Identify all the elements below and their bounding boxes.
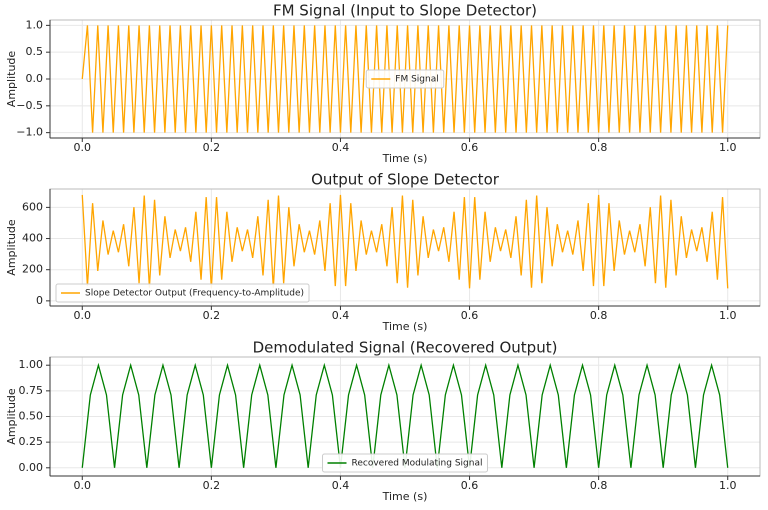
legend: Recovered Modulating Signal — [322, 453, 488, 473]
chart-title: FM Signal (Input to Slope Detector) — [273, 2, 537, 20]
x-tick-label: 0.6 — [461, 309, 479, 322]
y-tick-label: 1.0 — [26, 18, 44, 31]
x-tick-label: 0.2 — [203, 479, 221, 492]
y-tick-label: 400 — [22, 232, 43, 245]
x-tick-label: 0.6 — [461, 141, 479, 154]
chart-title: Output of Slope Detector — [311, 171, 500, 189]
chart-title: Demodulated Signal (Recovered Output) — [253, 339, 558, 357]
y-axis-label: Amplitude — [5, 388, 18, 445]
y-tick-label: 1.00 — [19, 358, 44, 371]
legend-box — [365, 69, 445, 89]
legend: FM Signal — [365, 69, 445, 89]
legend-label: Recovered Modulating Signal — [352, 459, 483, 469]
x-tick-label: 0.8 — [590, 479, 608, 492]
x-tick-label: 1.0 — [719, 309, 737, 322]
x-axis-label: Time (s) — [382, 152, 428, 165]
x-tick-label: 0.2 — [203, 309, 221, 322]
y-axis-label: Amplitude — [5, 219, 18, 276]
legend-label: FM Signal — [395, 75, 438, 85]
legend-label: Slope Detector Output (Frequency-to-Ampl… — [85, 289, 304, 299]
x-tick-label: 0.4 — [332, 309, 350, 322]
y-tick-label: 0.5 — [26, 45, 44, 58]
legend-box — [55, 283, 310, 303]
y-tick-label: 600 — [22, 200, 43, 213]
y-tick-label: −1.0 — [16, 126, 43, 139]
x-tick-label: 0.0 — [74, 479, 92, 492]
y-tick-label: −0.5 — [16, 99, 43, 112]
x-tick-label: 1.0 — [719, 479, 737, 492]
x-axis-label: Time (s) — [382, 320, 428, 333]
y-tick-label: 0 — [36, 294, 43, 307]
x-tick-label: 0.2 — [203, 141, 221, 154]
line — [81, 194, 729, 289]
y-tick-label: 0.75 — [19, 384, 44, 397]
x-axis-label: Time (s) — [382, 490, 428, 503]
x-tick-label: 1.0 — [719, 141, 737, 154]
y-tick-label: 0.50 — [19, 410, 44, 423]
x-tick-label: 0.8 — [590, 309, 608, 322]
x-tick-label: 0.4 — [332, 141, 350, 154]
x-tick-label: 0.4 — [332, 479, 350, 492]
x-tick-label: 0.0 — [74, 309, 92, 322]
y-axis-label: Amplitude — [5, 51, 18, 108]
y-tick-label: 0.0 — [26, 72, 44, 85]
y-tick-label: 200 — [22, 263, 43, 276]
x-tick-label: 0.8 — [590, 141, 608, 154]
legend: Slope Detector Output (Frequency-to-Ampl… — [55, 283, 310, 303]
y-tick-label: 0.00 — [19, 461, 44, 474]
x-tick-label: 0.0 — [74, 141, 92, 154]
legend-box — [322, 453, 488, 473]
x-tick-label: 0.6 — [461, 479, 479, 492]
y-tick-label: 0.25 — [19, 435, 44, 448]
